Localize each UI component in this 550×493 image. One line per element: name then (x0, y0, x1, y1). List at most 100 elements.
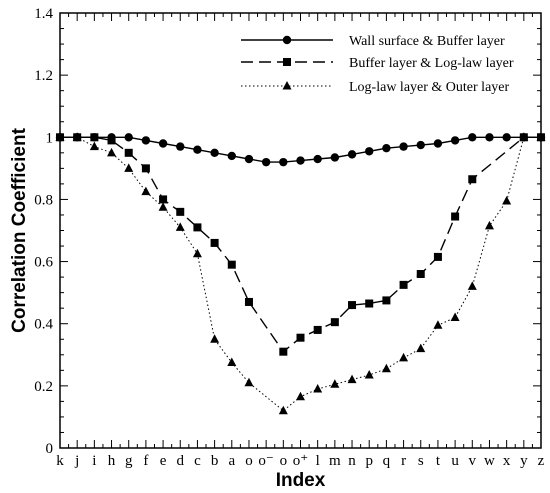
x-tick-label: v (469, 453, 477, 469)
chart-series (55, 132, 546, 415)
data-point-2 (399, 280, 408, 289)
x-tick-label: n (348, 453, 356, 469)
x-tick-label: l (316, 453, 320, 469)
data-point-2 (279, 347, 288, 356)
data-point-3 (210, 334, 220, 343)
x-tick-label: o⁻ (258, 453, 273, 469)
y-tick-label: 1.2 (34, 68, 53, 84)
data-point-1 (193, 145, 202, 154)
x-tick-label: h (108, 453, 116, 469)
data-point-3 (519, 132, 529, 141)
data-point-2 (107, 136, 116, 145)
data-point-3 (192, 248, 202, 258)
data-point-3 (502, 195, 512, 205)
x-tick-label: k (56, 453, 64, 469)
data-point-1 (485, 133, 494, 142)
x-axis-title: Index (276, 470, 326, 491)
y-axis-title: Correlation Coefficient (9, 127, 30, 332)
x-tick-label: i (92, 453, 96, 469)
data-point-3 (330, 379, 340, 388)
x-tick-label: y (520, 453, 528, 469)
data-point-2 (348, 301, 357, 310)
data-point-3 (175, 222, 185, 231)
data-point-1 (450, 136, 460, 145)
plot-frame (59, 12, 542, 449)
legend-label-1: Wall surface & Buffer layer (349, 34, 505, 49)
x-tick-label: g (125, 453, 133, 469)
data-point-1 (313, 154, 322, 164)
data-point-3 (484, 220, 494, 230)
data-point-1 (399, 142, 408, 151)
data-point-2 (313, 325, 322, 334)
y-tick-label: 0 (46, 441, 54, 457)
data-point-3 (296, 391, 305, 401)
data-point-1 (210, 148, 219, 158)
x-tick-label: o (245, 453, 253, 469)
series-line-3 (60, 136, 541, 412)
x-tick-label: z (538, 453, 545, 469)
data-point-1 (382, 143, 391, 153)
x-tick-label: p (365, 453, 373, 469)
data-point-2 (193, 223, 202, 232)
x-tick-label: t (436, 453, 441, 469)
data-point-2 (90, 133, 99, 142)
data-point-1 (227, 151, 236, 161)
data-point-1 (468, 133, 477, 142)
y-tick-label: 0.8 (34, 192, 53, 208)
x-tick-label: o⁺ (293, 453, 308, 469)
x-tick-label: c (194, 453, 201, 469)
x-tick-label: u (451, 453, 459, 469)
data-point-2 (124, 148, 133, 157)
data-point-2 (296, 333, 305, 342)
data-point-3 (381, 363, 391, 373)
data-point-3 (124, 163, 134, 172)
data-point-2 (159, 195, 168, 204)
data-point-1 (365, 147, 374, 156)
data-point-3 (416, 343, 426, 353)
x-tick-label: o (280, 453, 288, 469)
axis-ticks (59, 12, 542, 449)
series-line-2 (60, 136, 541, 353)
data-point-3 (89, 141, 99, 151)
data-point-3 (450, 312, 460, 321)
data-point-2 (433, 252, 442, 261)
data-point-1 (124, 133, 133, 142)
x-tick-label: a (228, 453, 235, 469)
x-tick-label: d (177, 453, 185, 469)
data-point-2 (468, 175, 477, 184)
data-point-3 (158, 202, 168, 211)
data-point-1 (347, 150, 357, 159)
data-point-1 (244, 154, 254, 164)
data-point-3 (278, 405, 288, 415)
data-point-1 (141, 136, 151, 145)
data-point-3 (244, 377, 254, 387)
data-point-2 (141, 164, 150, 173)
data-point-2 (244, 297, 253, 306)
data-point-3 (399, 352, 409, 362)
x-tick-label: x (503, 453, 511, 469)
data-point-1 (176, 142, 185, 151)
data-point-1 (279, 157, 288, 167)
data-point-2 (416, 270, 425, 278)
x-tick-label: r (401, 453, 406, 469)
legend-marker-3 (282, 81, 292, 90)
data-point-2 (330, 318, 339, 327)
x-tick-label: j (74, 453, 79, 469)
data-point-3 (347, 374, 357, 384)
data-point-1 (433, 139, 443, 148)
legend: Wall surface & Buffer layer Buffer layer … (241, 34, 514, 95)
data-point-1 (158, 139, 168, 148)
data-point-3 (433, 320, 443, 329)
data-point-2 (451, 212, 460, 221)
legend-label-2: Buffer layer & Log-law layer (349, 56, 514, 71)
y-tick-label: 0.2 (34, 379, 53, 395)
data-point-3 (107, 147, 117, 157)
legend-label-3: Log-law layer & Outer layer (349, 80, 509, 95)
data-point-3 (467, 281, 477, 290)
data-point-1 (502, 133, 511, 142)
y-tick-label: 0.4 (34, 317, 53, 333)
data-point-3 (227, 357, 237, 367)
x-tick-label: m (329, 453, 341, 469)
x-tick-label: b (211, 453, 219, 469)
data-point-2 (382, 296, 391, 305)
